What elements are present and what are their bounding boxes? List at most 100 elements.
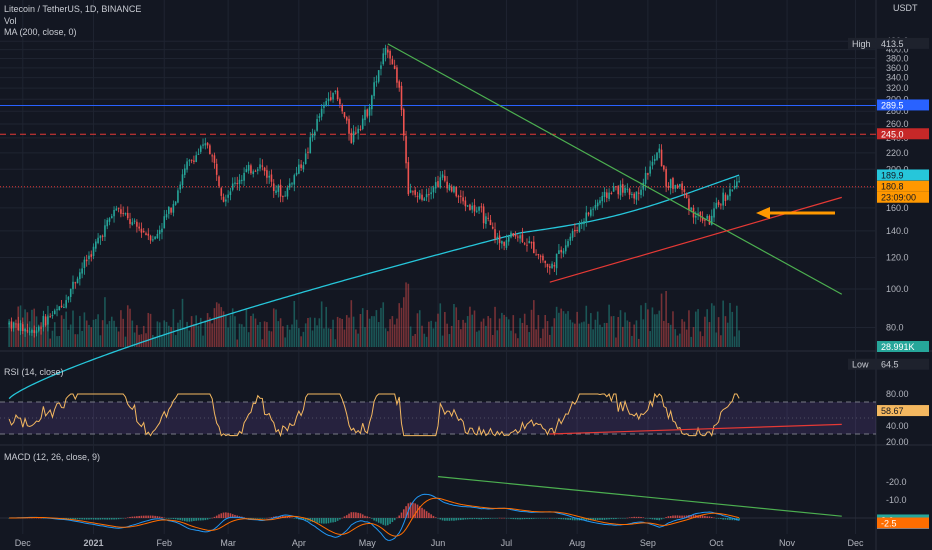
candle-body <box>241 179 243 181</box>
volume-bar <box>250 315 252 347</box>
macd-hist-bar <box>658 518 661 521</box>
volume-bar <box>407 283 410 347</box>
volume-bar <box>423 333 426 347</box>
candle-body <box>204 143 207 146</box>
macd-hist-bar <box>551 518 553 519</box>
candle-body <box>22 324 24 332</box>
candle-body <box>446 181 448 189</box>
macd-hist-bar <box>120 518 122 519</box>
volume-bar <box>448 334 451 347</box>
candle-body <box>624 187 626 193</box>
volume-bar <box>220 307 223 347</box>
candle-body <box>400 85 403 110</box>
volume-bar <box>528 332 531 347</box>
volume-bar <box>282 326 284 347</box>
macd-hist-bar <box>526 518 528 520</box>
macd-hist-bar <box>722 518 724 520</box>
candle-body <box>608 192 610 199</box>
volume-bar <box>551 326 553 347</box>
candle-body <box>708 215 711 225</box>
candle-body <box>487 217 489 219</box>
volume-bar <box>140 334 143 347</box>
macd-hist-bar <box>601 518 604 520</box>
candle-body <box>576 229 578 231</box>
candle-body <box>530 241 533 244</box>
candle-body <box>428 194 430 196</box>
macd-hist-bar <box>567 518 569 520</box>
candle-body <box>482 206 485 224</box>
volume-bar <box>172 309 175 347</box>
macd-hist-bar <box>97 518 99 520</box>
symbol-title: Litecoin / TetherUS, 1D, BINANCE <box>4 4 142 14</box>
macd-hist-bar <box>571 518 574 521</box>
macd-hist-bar <box>667 516 670 518</box>
macd-hist-bar <box>81 518 83 520</box>
volume-bar <box>526 325 528 347</box>
candle-body <box>430 192 432 195</box>
volume-bar <box>679 333 681 347</box>
macd-hist-bar <box>437 518 439 519</box>
volume-bar <box>302 331 305 347</box>
volume-bar <box>129 308 131 347</box>
volume-bar <box>384 328 387 347</box>
candle-body <box>537 253 540 256</box>
ma-200-line <box>8 174 740 400</box>
volume-bar <box>647 309 649 347</box>
volume-bar <box>211 323 213 347</box>
candle-body <box>473 205 476 212</box>
candle-body <box>355 132 357 134</box>
macd-hist-bar <box>341 517 343 519</box>
volume-bar <box>307 317 309 347</box>
ma-value-badge: 189.9 <box>881 170 904 180</box>
volume-bar <box>428 321 430 347</box>
macd-hist-bar <box>400 512 403 518</box>
candle-body <box>450 186 453 192</box>
candle-body <box>478 206 480 211</box>
candle-body <box>53 310 56 315</box>
macd-hist-bar <box>215 515 218 518</box>
macd-hist-bar <box>544 518 547 519</box>
candle-body <box>256 169 259 171</box>
volume-bar <box>95 319 97 347</box>
candle-body <box>548 266 551 268</box>
candle-body <box>647 173 649 175</box>
macd-hist-bar <box>266 517 268 519</box>
macd-hist-bar <box>708 516 711 518</box>
macd-hist-bar <box>706 516 708 518</box>
x-tick-label: Jul <box>501 538 513 548</box>
volume-bar <box>366 310 369 347</box>
candle-body <box>412 191 414 193</box>
macd-hist-bar <box>553 518 556 519</box>
macd-hist-bar <box>560 518 562 520</box>
candle-body <box>578 223 581 232</box>
macd-hist-bar <box>373 518 375 521</box>
candle-body <box>190 159 193 161</box>
volume-bar <box>85 320 88 347</box>
candle-body <box>599 200 601 204</box>
candle-body <box>225 199 227 202</box>
macd-hist-bar <box>469 518 471 520</box>
candle-body <box>90 254 93 257</box>
candle-body <box>156 233 159 239</box>
candle-body <box>571 230 574 238</box>
ma-value-badge-bg <box>877 169 929 181</box>
candle-body <box>496 236 499 239</box>
candle-body <box>489 219 492 226</box>
candle-body <box>425 194 428 198</box>
candle-body <box>485 216 487 225</box>
volume-bar <box>717 317 720 347</box>
macd-hist-bar <box>729 518 731 521</box>
volume-bar <box>215 302 218 347</box>
candle-body <box>621 184 624 193</box>
candle-body <box>37 326 40 331</box>
rsi-tick-label: 40.00 <box>886 421 909 431</box>
candle-body <box>444 175 446 181</box>
macd-hist-bar <box>204 518 207 521</box>
volume-bar <box>170 327 172 347</box>
macd-hist-bar <box>692 514 695 518</box>
ma-label: MA (200, close, 0) <box>4 27 77 37</box>
macd-hist-bar <box>644 518 647 519</box>
macd-hist-bar <box>343 516 346 518</box>
macd-hist-bar <box>421 507 423 518</box>
